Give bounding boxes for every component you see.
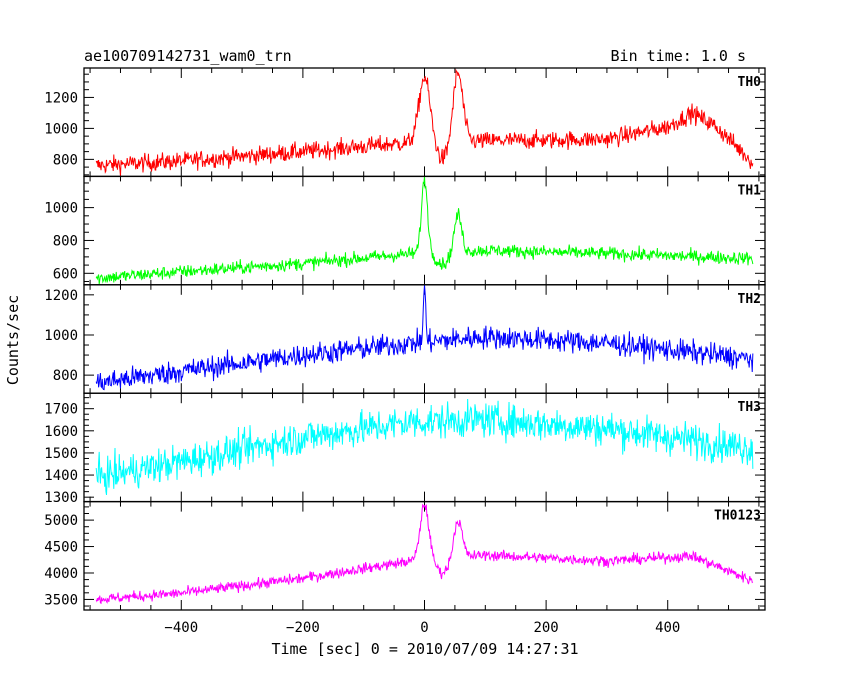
y-tick-label: 1000 — [44, 121, 78, 137]
panel-name-th1: TH1 — [738, 183, 762, 198]
y-tick-label: 1600 — [44, 424, 78, 440]
panel-frame — [83, 500, 766, 611]
chart-title: ae100709142731_wam0_trn — [84, 47, 292, 65]
y-tick-label: 1000 — [44, 201, 78, 217]
x-axis-label: Time [sec] 0 = 2010/07/09 14:27:31 — [271, 640, 578, 658]
y-tick-label: 1500 — [44, 446, 78, 462]
bin-time-label: Bin time: 1.0 s — [611, 47, 746, 65]
y-tick-label: 800 — [53, 233, 78, 249]
series-line-th0 — [95, 68, 754, 176]
y-tick-label: 1400 — [44, 468, 78, 484]
y-tick-label: 800 — [53, 152, 78, 168]
panel-name-th0: TH0 — [738, 75, 762, 90]
panel-name-th0123: TH0123 — [714, 509, 761, 524]
panel-name-th2: TH2 — [738, 292, 761, 307]
y-tick-label: 1000 — [44, 328, 78, 344]
panels: 800 1000 1200 TH0 600 800 1000 TH1 800 1000 1200 TH… — [44, 67, 766, 636]
panel-frame — [83, 392, 766, 503]
y-tick-label: 1200 — [44, 288, 78, 304]
panel-frame — [83, 284, 766, 394]
panel-frame — [83, 175, 766, 286]
y-tick-label: 600 — [53, 266, 78, 282]
y-tick-label: 1200 — [44, 90, 78, 106]
x-tick-label: 0 — [420, 620, 428, 636]
x-tick-label: 400 — [655, 620, 680, 636]
series-line-th0123 — [95, 503, 754, 605]
y-tick-label: 4500 — [44, 540, 78, 556]
y-tick-label: 1700 — [44, 402, 78, 418]
y-tick-label: 800 — [53, 368, 78, 384]
y-tick-label: 3500 — [44, 592, 78, 608]
x-tick-label: −400 — [164, 620, 198, 636]
y-tick-label: 4000 — [44, 566, 78, 582]
panel-name-th3: TH3 — [738, 400, 761, 415]
series-line-th1 — [95, 176, 754, 285]
x-tick-label: 200 — [533, 620, 558, 636]
y-tick-label: 5000 — [44, 513, 78, 529]
x-tick-label: −200 — [286, 620, 320, 636]
series-line-th2 — [95, 284, 754, 391]
y-tick-label: 1300 — [44, 490, 78, 506]
y-axis-label: Counts/sec — [4, 295, 22, 385]
series-line-th3 — [95, 398, 754, 496]
